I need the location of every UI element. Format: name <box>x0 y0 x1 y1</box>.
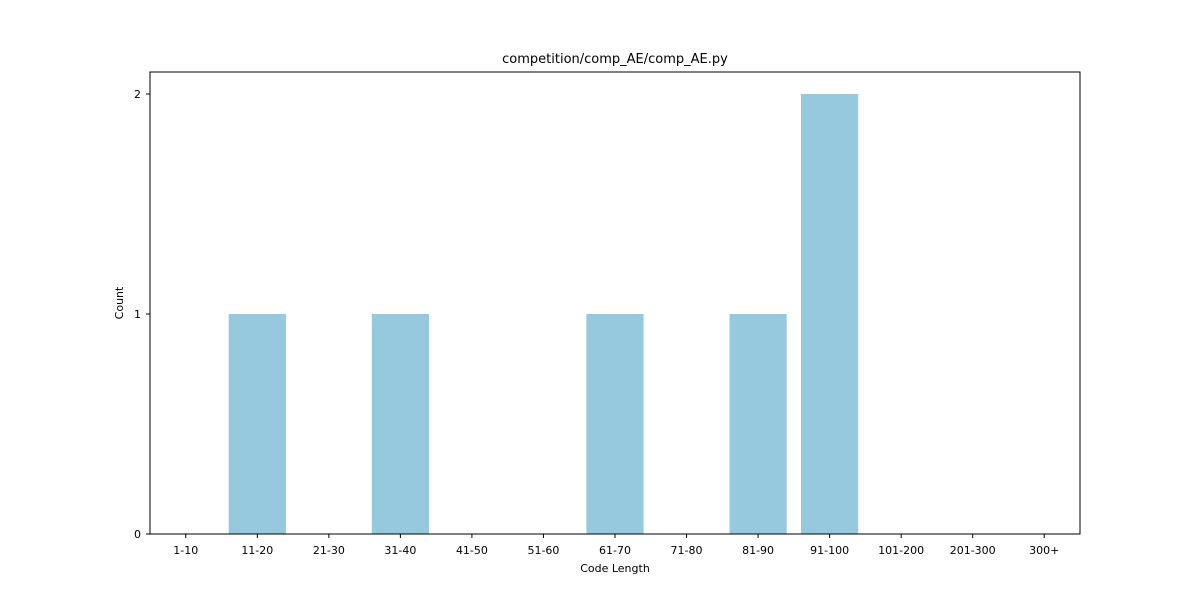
y-tick-label: 0 <box>134 528 141 541</box>
x-tick-label: 101-200 <box>878 544 924 557</box>
x-tick-label: 31-40 <box>384 544 416 557</box>
chart-title: competition/comp_AE/comp_AE.py <box>502 52 728 67</box>
y-axis-label: Count <box>113 286 126 319</box>
x-tick-label: 300+ <box>1029 544 1059 557</box>
x-tick-label: 51-60 <box>527 544 559 557</box>
bar-11-20 <box>228 314 286 534</box>
x-tick-label: 81-90 <box>742 544 774 557</box>
bars-group <box>228 94 859 534</box>
x-tick-label: 71-80 <box>671 544 703 557</box>
x-axis-ticks: 1-10 11-20 21-30 31-40 41-50 51-60 61-70 71-80 8… <box>173 534 1059 557</box>
y-tick-label: 2 <box>134 88 141 101</box>
x-tick-label: 11-20 <box>241 544 273 557</box>
x-tick-label: 1-10 <box>173 544 198 557</box>
y-tick-label: 1 <box>134 308 141 321</box>
x-tick-label: 61-70 <box>599 544 631 557</box>
y-axis-ticks: 0 1 2 <box>134 88 150 541</box>
x-tick-label: 21-30 <box>313 544 345 557</box>
bar-61-70 <box>586 314 644 534</box>
bar-91-100 <box>801 94 859 534</box>
x-tick-label: 41-50 <box>456 544 488 557</box>
bar-81-90 <box>729 314 787 534</box>
x-tick-label: 91-100 <box>810 544 849 557</box>
x-tick-label: 201-300 <box>950 544 996 557</box>
x-axis-label: Code Length <box>580 562 650 575</box>
bar-31-40 <box>371 314 429 534</box>
